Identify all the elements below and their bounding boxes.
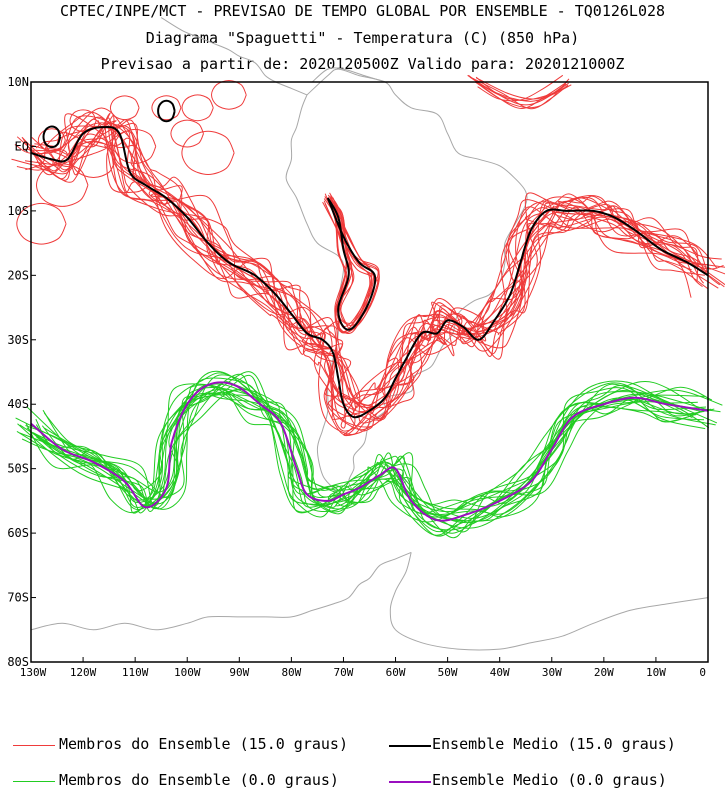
member-0-contour [25, 387, 706, 529]
ensemble-mean-15-loop [42, 125, 62, 149]
coastline-antarctica [30, 551, 412, 631]
member-15-blob [151, 95, 182, 121]
members-15-layer [11, 74, 725, 436]
member-15-ne-arc [469, 76, 569, 110]
lat-label: 50S [7, 462, 29, 476]
lon-label: 110W [122, 666, 149, 679]
title-line-1: CPTEC/INPE/MCT - PREVISAO DE TEMPO GLOBA… [59, 2, 666, 20]
legend-swatch-members-15 [13, 745, 55, 746]
member-0-contour [16, 382, 716, 519]
member-15-blob [181, 130, 235, 176]
ensemble-mean-0-contour [30, 381, 709, 522]
lon-label: 0 [699, 666, 706, 679]
member-15-blob [210, 79, 247, 110]
lat-label: 60S [7, 526, 29, 540]
member-0-contour [26, 383, 723, 514]
legend-label-members-15: Membros do Ensemble (15.0 graus) [59, 735, 348, 753]
member-15-ne-arc [477, 74, 564, 102]
lat-label: 80S [7, 655, 29, 669]
lat-label: 70S [7, 591, 29, 605]
lon-label: 60W [386, 666, 406, 679]
coastline-central-america [160, 17, 308, 96]
ensemble-mean-15-contour [30, 126, 709, 419]
lat-label: 40S [7, 397, 29, 411]
lat-label: 30S [7, 333, 29, 347]
member-15-contour [34, 112, 708, 420]
ensemble-mean-layer [30, 99, 709, 522]
lon-label: 20W [594, 666, 614, 679]
member-15-ne-arc [468, 74, 568, 110]
member-15-blob [109, 95, 140, 121]
ensemble-mean-15-loop [157, 99, 176, 123]
legend-swatch-mean-15 [389, 745, 431, 747]
coastline-south-america [285, 68, 528, 502]
member-15-blob [16, 202, 67, 245]
lon-label: 100W [174, 666, 201, 679]
lon-label: 10W [646, 666, 666, 679]
member-15-blob [113, 128, 157, 165]
member-15-contour [24, 122, 722, 409]
member-0-contour [19, 374, 707, 537]
lon-label: 90W [229, 666, 249, 679]
lon-label: 130W [20, 666, 47, 679]
lat-label: 20S [7, 268, 29, 282]
ensemble-mean-15-inner-contour [326, 197, 377, 331]
member-15-inner-contour [329, 192, 373, 327]
lon-label: 50W [438, 666, 458, 679]
legend-swatch-mean-0 [389, 781, 431, 783]
member-15-blob [35, 163, 89, 207]
member-15-contour [16, 107, 725, 436]
member-15-contour [37, 117, 699, 424]
legend-label-mean-0: Ensemble Medio (0.0 graus) [432, 771, 667, 789]
member-15-blob [170, 119, 204, 148]
legend-swatch-members-0 [13, 781, 55, 782]
member-15-contour [36, 120, 709, 421]
member-15-ne-arc [475, 77, 567, 100]
legend-label-members-0: Membros do Ensemble (0.0 graus) [59, 771, 339, 789]
lon-label: 40W [490, 666, 510, 679]
member-15-contour [38, 125, 703, 432]
member-15-contour [29, 116, 705, 428]
member-0-contour [43, 377, 713, 517]
coastline-caribbean [311, 67, 386, 83]
lon-label: 80W [281, 666, 301, 679]
lat-label: EQ [15, 139, 29, 153]
title-line-3: Previsao a partir de: 2020120500Z Valido… [100, 55, 625, 73]
member-15-contour [16, 130, 701, 406]
lon-label: 70W [334, 666, 354, 679]
member-0-contour [36, 388, 710, 524]
member-15-blob [70, 140, 116, 179]
coastline-weddell [389, 552, 709, 651]
member-15-contour [31, 114, 699, 415]
lat-label: 10N [7, 75, 29, 89]
member-15-contour [22, 119, 725, 408]
member-0-contour [26, 380, 721, 518]
lon-label: 30W [542, 666, 562, 679]
lat-label: 10S [7, 204, 29, 218]
title-line-2: Diagrama "Spaguetti" - Temperatura (C) (… [145, 29, 580, 47]
member-0-contour [21, 392, 705, 522]
map-frame [30, 81, 709, 663]
member-15-blob [181, 94, 214, 122]
lon-label: 120W [70, 666, 97, 679]
member-0-contour [25, 370, 706, 523]
legend-label-mean-15: Ensemble Medio (15.0 graus) [432, 735, 676, 753]
coastline-layer [30, 17, 709, 651]
